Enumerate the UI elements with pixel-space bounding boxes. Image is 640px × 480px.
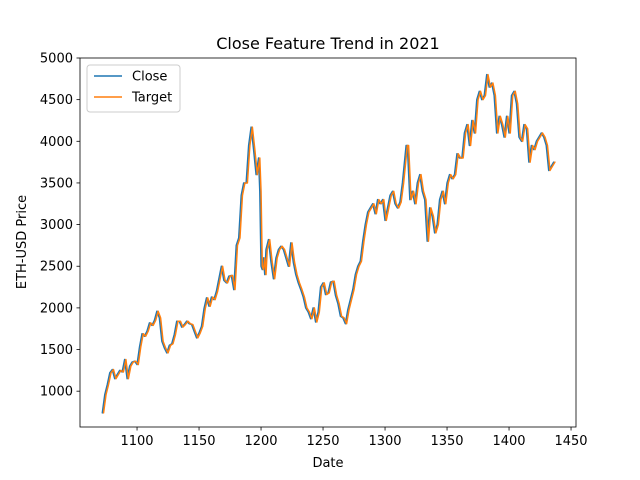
chart-title: Close Feature Trend in 2021	[216, 34, 439, 53]
x-tick-label: 1400	[492, 434, 525, 449]
axes-layer: 1100 1150 1200 1250 1300 1350 1400 1450 1000 1500…	[40, 52, 588, 450]
x-tick-label: 1100	[120, 434, 153, 449]
x-tick-label: 1450	[554, 434, 587, 449]
y-tick-label: 1000	[40, 385, 73, 400]
legend: Close Target	[86, 64, 181, 113]
legend-label-target: Target	[131, 91, 172, 106]
series-line-target	[102, 73, 556, 414]
plot-area	[80, 58, 576, 427]
x-tick-label: 1250	[306, 434, 339, 449]
x-axis-label: Date	[312, 456, 343, 471]
x-tick-label: 1200	[244, 434, 277, 449]
y-tick-label: 3500	[40, 176, 73, 191]
y-tick-label: 2500	[40, 260, 73, 275]
axes-frame	[79, 57, 577, 428]
y-axis-label: ETH-USD Price	[15, 195, 30, 289]
x-tick-label: 1300	[368, 434, 401, 449]
y-tick-label: 4000	[40, 135, 73, 150]
plot-background	[80, 58, 576, 427]
series-layer	[101, 73, 556, 414]
legend-label-close: Close	[132, 70, 167, 85]
y-tick-label: 4500	[40, 93, 73, 108]
y-tick-label: 1500	[40, 343, 73, 358]
x-tick-label: 1350	[430, 434, 463, 449]
y-tick-label: 5000	[40, 52, 73, 67]
y-tick-label: 2000	[40, 301, 73, 316]
x-tick-label: 1150	[182, 434, 215, 449]
y-tick-label: 3000	[40, 218, 73, 233]
